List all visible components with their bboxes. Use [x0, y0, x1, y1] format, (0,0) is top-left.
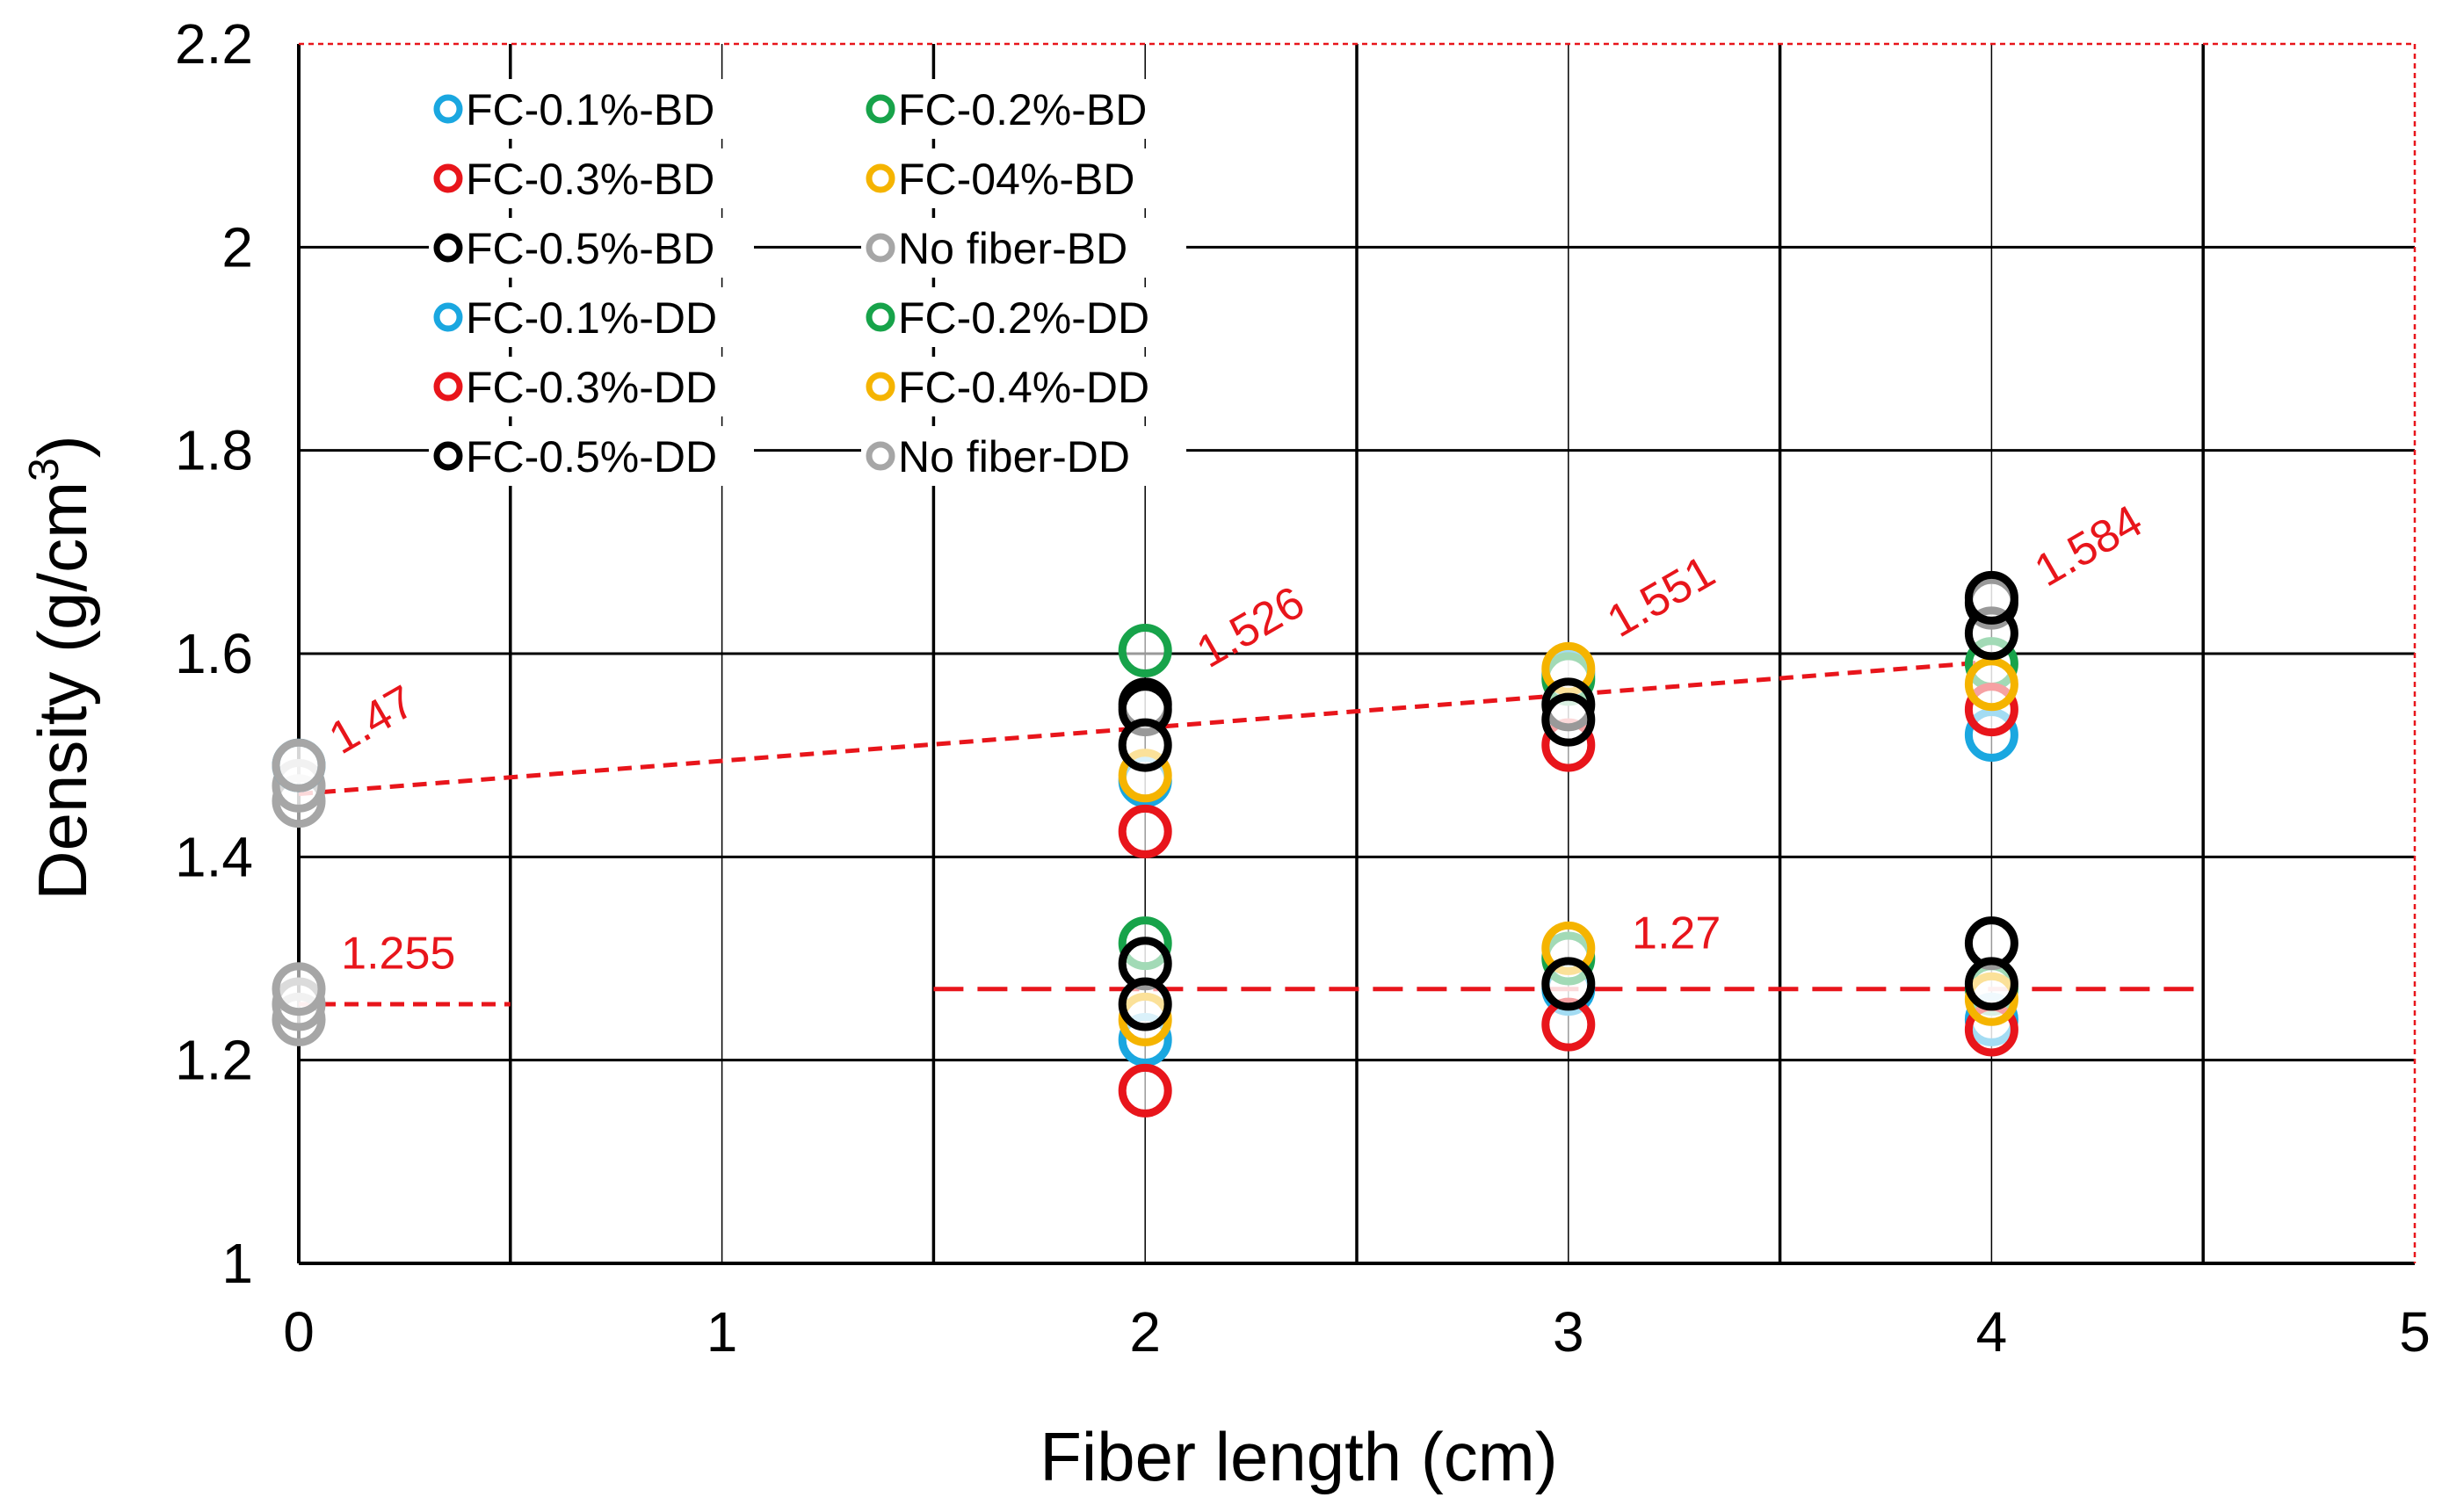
legend-label: FC-0.5%-BD: [466, 224, 714, 273]
y-axis-title-superscript: 3: [21, 458, 68, 481]
legend-entry-bg: [429, 218, 754, 278]
y-axis-title-close: ): [24, 435, 101, 458]
annotation-label: 1.27: [1632, 908, 1721, 959]
y-tick-label: 1.2: [175, 1029, 253, 1092]
legend-label: FC-0.1%-BD: [466, 85, 714, 134]
data-point-series-10: [1541, 957, 1596, 1011]
data-point-extra-0: [1541, 692, 1596, 747]
x-tick-label: 0: [283, 1300, 315, 1364]
legend-entry-bg: [861, 357, 1186, 416]
annotation-label: 1.526: [1188, 576, 1313, 677]
legend-marker: [866, 441, 895, 471]
axes: [297, 42, 2417, 1265]
legend-marker: [433, 94, 463, 124]
data-points: [272, 570, 2018, 1118]
data-point-extra-2: [272, 738, 326, 792]
annotation-label: 1.551: [1599, 546, 1724, 647]
annotation-label: 1.47: [321, 676, 424, 764]
legend-entry-bg: [861, 79, 1186, 139]
tick-labels: 0 1 2 3 4 511.21.41.61.822.2: [175, 12, 2431, 1364]
legend-label: FC-0.2%-BD: [898, 85, 1147, 134]
annotation-label: 1.584: [2026, 496, 2151, 597]
data-point-series-3: [1964, 657, 2018, 712]
x-tick-label: 4: [1976, 1300, 2008, 1364]
legend-label: FC-0.3%-BD: [466, 155, 714, 204]
legend-entry-bg: [429, 287, 754, 347]
y-tick-label: 1.8: [175, 419, 253, 482]
y-tick-label: 2: [221, 215, 253, 279]
legend-marker: [866, 372, 895, 402]
legend-entry-bg: [429, 79, 754, 139]
y-tick-label: 1: [221, 1232, 253, 1295]
legend-label: FC-0.4%-DD: [898, 363, 1149, 412]
legend-marker: [866, 94, 895, 124]
data-point-extra-0: [1118, 718, 1172, 772]
legend-entry-bg: [429, 426, 754, 486]
x-axis-title: Fiber length (cm): [1040, 1418, 1558, 1495]
trend-lines: [298, 659, 2204, 1007]
x-tick-label: 1: [707, 1300, 738, 1364]
data-point-series-8: [1118, 1063, 1172, 1118]
legend-label: FC-0.5%-DD: [466, 432, 717, 481]
data-point-series-10: [1118, 977, 1172, 1031]
legend-marker: [433, 372, 463, 402]
legend-label: FC-04%-BD: [898, 155, 1134, 204]
y-tick-label: 1.4: [175, 825, 253, 888]
data-point-series-1: [1118, 624, 1172, 678]
data-point-series-10: [1964, 957, 2018, 1011]
x-tick-label: 5: [2399, 1300, 2431, 1364]
annotation-label: 1.255: [341, 929, 455, 980]
legend-entry-bg: [861, 287, 1186, 347]
legend-marker: [866, 163, 895, 193]
legend-marker: [433, 302, 463, 332]
legend-entry-bg: [861, 148, 1186, 208]
legend-entry-bg: [861, 218, 1186, 278]
legend: FC-0.1%-BD FC-0.2%-BD FC-0.3%-BD FC-04%-BD F…: [429, 79, 1186, 486]
data-point-series-2: [1118, 804, 1172, 858]
legend-marker: [433, 441, 463, 471]
legend-entry-bg: [429, 148, 754, 208]
x-tick-label: 3: [1553, 1300, 1584, 1364]
legend-label: FC-0.1%-DD: [466, 293, 717, 343]
legend-marker: [433, 233, 463, 263]
legend-label: No fiber-BD: [898, 224, 1127, 273]
x-tick-label: 2: [1129, 1300, 1161, 1364]
legend-marker: [433, 163, 463, 193]
data-point-series-11: [272, 962, 326, 1016]
legend-label: No fiber-DD: [898, 432, 1130, 481]
y-axis-title: Density (g/cm3): [21, 435, 101, 900]
y-tick-label: 1.6: [175, 622, 253, 685]
legend-entry-bg: [861, 426, 1186, 486]
annotations: 1.47 1.526 1.551 1.584 1.255 1.27: [321, 496, 2151, 980]
data-point-extra-0: [1964, 570, 2018, 625]
legend-marker: [866, 233, 895, 263]
legend-label: FC-0.3%-DD: [466, 363, 717, 412]
legend-entry-bg: [429, 357, 754, 416]
legend-label: FC-0.2%-DD: [898, 293, 1149, 343]
y-tick-label: 2.2: [175, 12, 253, 76]
y-axis-title-main: Density (g/cm: [24, 481, 101, 901]
legend-marker: [866, 302, 895, 332]
